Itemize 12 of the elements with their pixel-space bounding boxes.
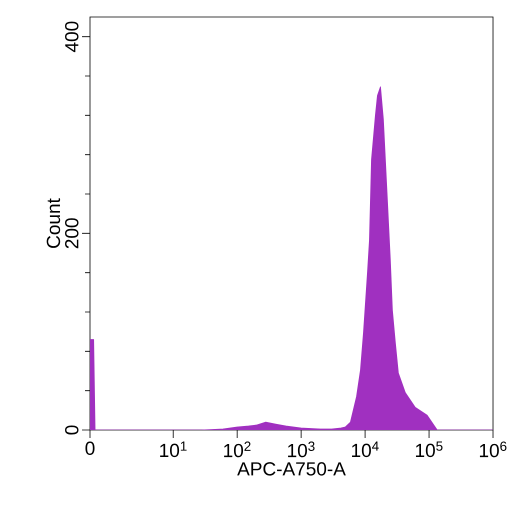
y-axis-title: Count bbox=[46, 198, 60, 248]
x-tick-label: 10$^{4}$ bbox=[352, 442, 379, 458]
x-tick-label: 0 bbox=[85, 442, 95, 455]
y-tick-label: 0 bbox=[65, 425, 78, 435]
x-axis-title: APC-A750-A bbox=[237, 462, 346, 476]
x-tick-label: 10$^{5}$ bbox=[416, 442, 443, 458]
x-tick-label: 10$^{1}$ bbox=[160, 442, 187, 458]
x-tick-label: 10$^{3}$ bbox=[288, 442, 315, 458]
x-tick-label: 10$^{6}$ bbox=[480, 442, 506, 458]
y-tick-label: 200 bbox=[65, 218, 78, 248]
x-tick-label: 10$^{2}$ bbox=[224, 442, 251, 458]
y-tick-label: 400 bbox=[65, 22, 78, 52]
